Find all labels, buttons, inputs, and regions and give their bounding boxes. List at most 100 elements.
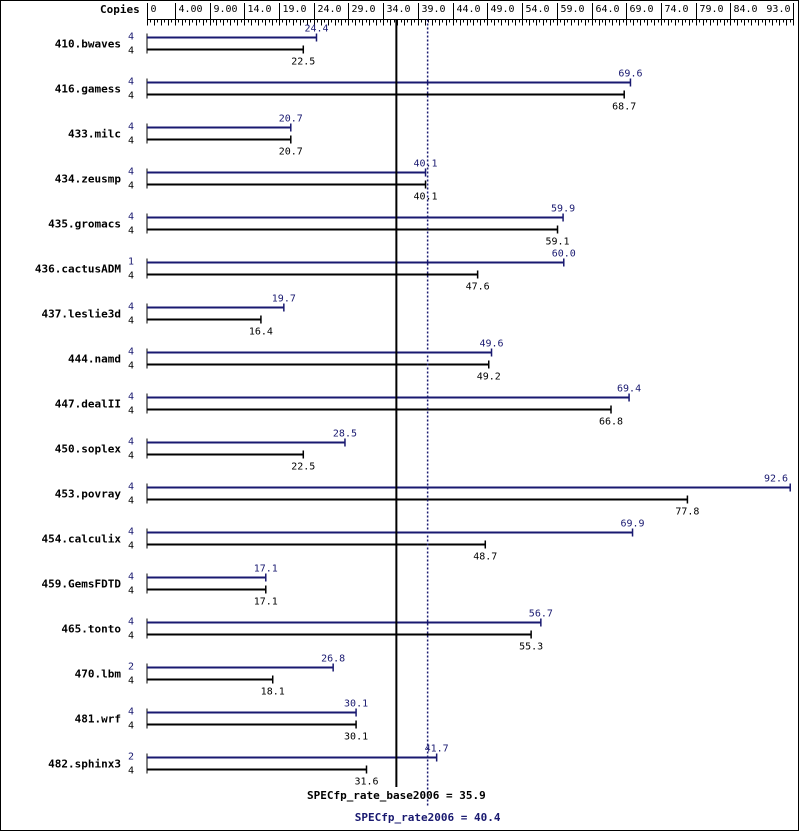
peak-value-label: 56.7 <box>529 609 553 620</box>
peak-copies: 4 <box>128 617 134 628</box>
peak-value-label: 41.7 <box>425 744 449 755</box>
benchmark-row: 435.gromacs 4 59.9 4 59.1 <box>48 204 575 248</box>
benchmark-name: 465.tonto <box>61 623 121 636</box>
summary-lines: SPECfp_rate_base2006 = 35.9 SPECfp_rate20… <box>307 19 501 824</box>
benchmark-name: 436.cactusADM <box>35 263 121 276</box>
peak-value-label: 69.9 <box>620 519 644 530</box>
peak-value-label: 28.5 <box>333 429 357 440</box>
base-value-label: 77.8 <box>675 507 699 518</box>
base-copies: 4 <box>128 181 134 192</box>
bars-group: 410.bwaves 4 24.4 4 22.5 416.gamess 4 69.6 4 68.7… <box>35 24 791 788</box>
tick-label: 79.0 <box>700 4 724 15</box>
benchmark-name: 482.sphinx3 <box>48 758 121 771</box>
base-value-label: 22.5 <box>291 462 315 473</box>
benchmark-row: 470.lbm 2 26.8 4 18.1 <box>75 654 346 698</box>
base-copies: 4 <box>128 676 134 687</box>
benchmark-row: 444.namd 4 49.6 4 49.2 <box>68 339 504 383</box>
base-value-label: 22.5 <box>291 57 315 68</box>
tick-label: 24.0 <box>318 4 342 15</box>
base-value-label: 18.1 <box>261 687 285 698</box>
peak-value-label: 26.8 <box>321 654 345 665</box>
base-copies: 4 <box>128 91 134 102</box>
tick-label: 54.0 <box>526 4 550 15</box>
peak-copies: 4 <box>128 572 134 583</box>
copies-header: Copies <box>100 3 140 16</box>
base-copies: 4 <box>128 226 134 237</box>
benchmark-name: 470.lbm <box>75 668 122 681</box>
benchmark-name: 447.dealII <box>55 398 121 411</box>
base-copies: 4 <box>128 631 134 642</box>
benchmark-name: 433.milc <box>68 128 121 141</box>
benchmark-row: 410.bwaves 4 24.4 4 22.5 <box>55 24 329 68</box>
peak-copies: 4 <box>128 167 134 178</box>
tick-label: 39.0 <box>422 4 446 15</box>
peak-value-label: 20.7 <box>279 114 303 125</box>
benchmark-name: 450.soplex <box>55 443 122 456</box>
peak-copies: 4 <box>128 527 134 538</box>
base-copies: 4 <box>128 361 134 372</box>
benchmark-name: 481.wrf <box>75 713 121 726</box>
base-value-label: 59.1 <box>545 237 569 248</box>
peak-copies: 4 <box>128 122 134 133</box>
base-value-label: 40.1 <box>413 192 437 203</box>
x-axis: 0 4.00 9.00 14.0 19.0 24.0 29.0 34.0 39.0 44.0 49.… <box>147 3 794 26</box>
peak-copies: 4 <box>128 707 134 718</box>
tick-label: 9.00 <box>214 4 238 15</box>
peak-copies: 4 <box>128 77 134 88</box>
benchmark-name: 410.bwaves <box>55 38 121 51</box>
tick-label: 34.0 <box>387 4 411 15</box>
peak-value-label: 69.4 <box>617 384 641 395</box>
peak-copies: 4 <box>128 347 134 358</box>
base-copies: 4 <box>128 271 134 282</box>
benchmark-name: 459.GemsFDTD <box>42 578 122 591</box>
benchmark-row: 436.cactusADM 1 60.0 4 47.6 <box>35 249 576 293</box>
peak-value-label: 30.1 <box>344 699 368 710</box>
peak-value-label: 49.6 <box>479 339 503 350</box>
peak-value-label: 19.7 <box>272 294 296 305</box>
tick-label: 0 <box>151 4 157 15</box>
benchmark-name: 416.gamess <box>55 83 121 96</box>
base-value-label: 49.2 <box>477 372 501 383</box>
base-copies: 4 <box>128 586 134 597</box>
base-value-label: 30.1 <box>344 732 368 743</box>
peak-value-label: 59.9 <box>551 204 575 215</box>
tick-label: 69.0 <box>630 4 654 15</box>
benchmark-name: 435.gromacs <box>48 218 121 231</box>
benchmark-row: 416.gamess 4 69.6 4 68.7 <box>55 69 643 113</box>
peak-copies: 4 <box>128 392 134 403</box>
tick-label: 14.0 <box>248 4 272 15</box>
tick-label: 4.00 <box>179 4 203 15</box>
benchmark-row: 453.povray 4 92.6 4 77.8 <box>55 474 791 518</box>
tick-label: 59.0 <box>561 4 585 15</box>
peak-value-label: 17.1 <box>254 564 278 575</box>
benchmark-row: 447.dealII 4 69.4 4 66.8 <box>55 384 641 428</box>
tick-label: 64.0 <box>596 4 620 15</box>
base-value-label: 48.7 <box>473 552 497 563</box>
benchmark-row: 459.GemsFDTD 4 17.1 4 17.1 <box>42 564 278 608</box>
benchmark-name: 434.zeusmp <box>55 173 122 186</box>
peak-value-label: 40.1 <box>413 159 437 170</box>
tick-label: 44.0 <box>457 4 481 15</box>
base-copies: 4 <box>128 406 134 417</box>
benchmark-row: 481.wrf 4 30.1 4 30.1 <box>75 699 368 743</box>
benchmark-row: 434.zeusmp 4 40.1 4 40.1 <box>55 159 438 203</box>
base-value-label: 55.3 <box>519 642 543 653</box>
peak-copies: 4 <box>128 482 134 493</box>
tick-label: 93.0 <box>766 4 790 15</box>
base-copies: 4 <box>128 766 134 777</box>
benchmark-row: 437.leslie3d 4 19.7 4 16.4 <box>42 294 296 338</box>
tick-label: 74.0 <box>665 4 689 15</box>
peak-copies: 4 <box>128 302 134 313</box>
peak-value-label: 69.6 <box>618 69 642 80</box>
base-value-label: 47.6 <box>466 282 490 293</box>
peak-copies: 2 <box>128 752 134 763</box>
peak-copies: 4 <box>128 437 134 448</box>
tick-label: 19.0 <box>283 4 307 15</box>
peak-value-label: 92.6 <box>764 474 788 485</box>
base-value-label: 66.8 <box>599 417 623 428</box>
base-copies: 4 <box>128 136 134 147</box>
peak-value-label: 24.4 <box>304 24 328 35</box>
base-value-label: 68.7 <box>612 102 636 113</box>
peak-copies: 1 <box>128 257 134 268</box>
